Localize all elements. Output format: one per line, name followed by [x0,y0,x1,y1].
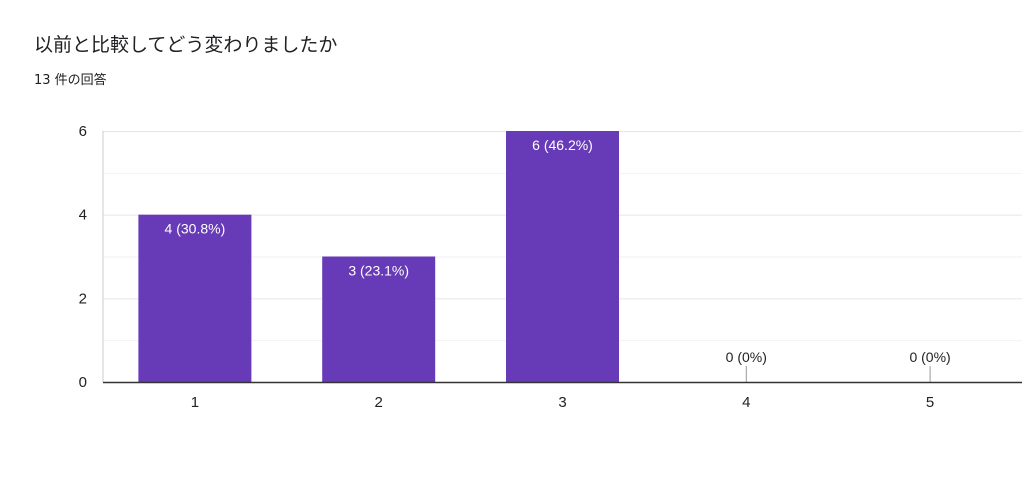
x-tick-label: 3 [558,394,566,411]
bar-data-label: 6 (46.2%) [532,137,593,153]
bar [138,214,252,382]
bar [322,256,436,382]
chart-title: 以前と比較してどう変わりましたか [34,34,338,56]
bar-data-label: 4 (30.8%) [165,221,226,237]
response-count: 13 件の回答 [34,73,107,88]
x-tick-label: 1 [191,394,199,411]
y-tick-label: 4 [79,207,87,224]
x-tick-label: 4 [742,394,750,411]
axes: 0 2 4 6 1 2 3 4 5 [79,123,1022,411]
x-tick-label: 5 [926,394,934,411]
bar-data-label: 3 (23.1%) [348,263,409,279]
y-tick-label: 6 [79,123,87,140]
x-tick-label: 2 [375,394,383,411]
data-labels: 4 (30.8%) 3 (23.1%) 6 (46.2%) 0 (0%) 0 (0%) [165,137,951,365]
y-tick-label: 0 [79,374,87,391]
bars [138,131,931,382]
bar-data-label: 0 (0%) [909,349,950,365]
bar [506,131,619,382]
bar-data-label: 0 (0%) [726,349,767,365]
y-tick-label: 2 [79,290,87,307]
